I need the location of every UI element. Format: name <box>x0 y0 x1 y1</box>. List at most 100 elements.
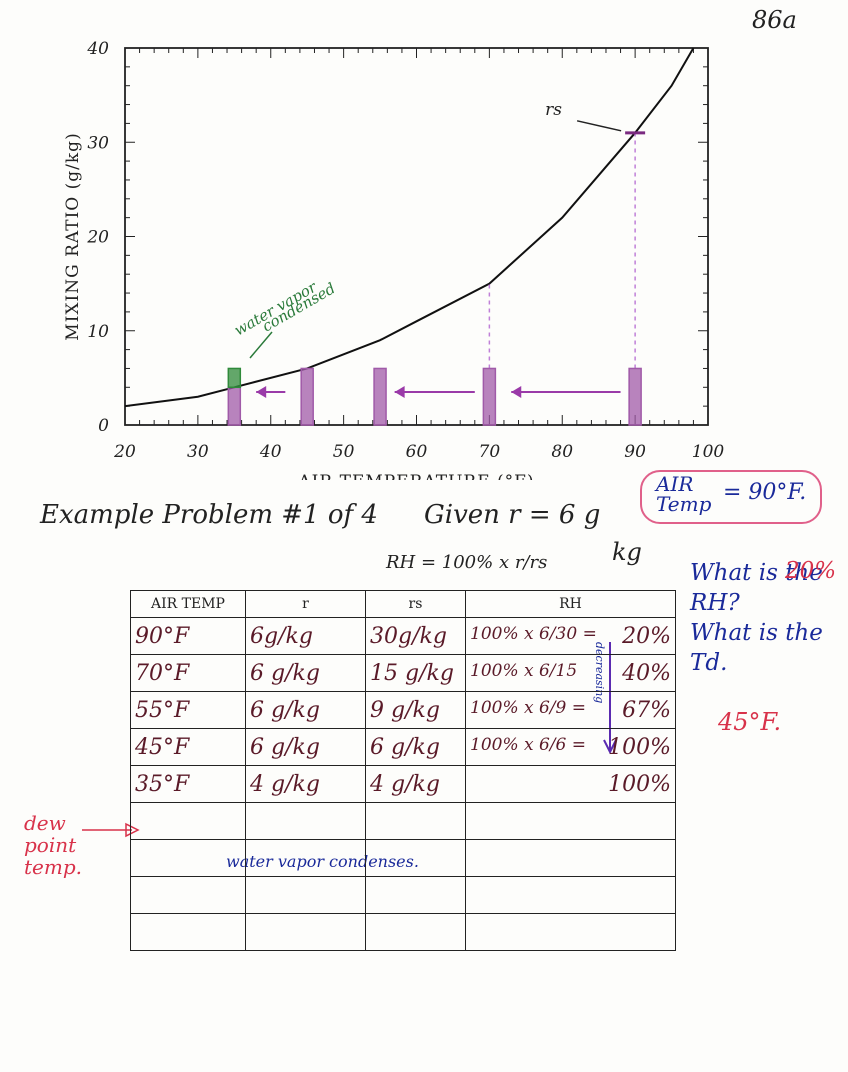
cell-rh <box>465 913 676 951</box>
cell-rs: 6 g/kg <box>365 728 466 766</box>
page-number: 86a <box>752 6 797 34</box>
condensed-pointer <box>249 331 273 359</box>
cell-rh-expression: 100% x 6/9 = <box>470 697 587 718</box>
table-row: 55°F 6 g/kg 9 g/kg 100% x 6/9 = 67% <box>130 691 676 729</box>
cell-r: 6 g/kg <box>245 728 366 766</box>
cell-rh: 100% x 6/9 = 67% <box>465 691 676 729</box>
table-row: 45°F 6 g/kg 6 g/kg 100% x 6/6 = 100% <box>130 728 676 766</box>
cell-temp: 45°F <box>130 728 246 766</box>
cell-rh-expression: 100% x 6/6 = <box>470 734 587 755</box>
air-temp-callout <box>640 470 822 524</box>
y-tick-label: 0 <box>98 416 109 436</box>
cell-rh-value: 40% <box>622 660 671 686</box>
cell-rh <box>465 839 676 877</box>
cell-rs: 30g/kg <box>365 617 466 655</box>
cooling-arrowhead <box>394 386 405 399</box>
cell-r: 6g/kg <box>245 617 366 655</box>
x-tick-label: 90 <box>624 442 646 462</box>
cell-rh-expression: 100% x 6/15 <box>470 660 578 681</box>
rh-question-text: What is the RH? <box>690 560 823 616</box>
table-row: 35°F 4 g/kg 4 g/kg 100% <box>130 765 676 803</box>
example-title: Example Problem #1 of 4 <box>40 500 378 530</box>
y-axis-label: MIXING RATIO (g/kg) <box>63 132 83 340</box>
y-tick-label: 10 <box>87 322 109 342</box>
rh-answer: 20% <box>785 558 837 584</box>
y-tick-label: 20 <box>86 228 109 248</box>
cell-temp <box>130 802 246 840</box>
td-answer: 45°F. <box>718 708 782 736</box>
table-row: 90°F 6g/kg 30g/kg 100% x 6/30 = 20% <box>130 617 676 655</box>
cell-temp: 70°F <box>130 654 246 692</box>
cell-r <box>245 913 366 951</box>
cell-rs <box>365 802 466 840</box>
cell-rh: 100% x 6/6 = 100% <box>465 728 676 766</box>
cell-temp: 90°F <box>130 617 246 655</box>
vapor-bar <box>373 367 387 426</box>
cell-rh: 100% x 6/15 40% <box>465 654 676 692</box>
mixing-ratio-chart: 20 30 40 50 60 70 80 90 100 0 10 20 30 40 AIR TEMPERAT… <box>63 39 725 480</box>
air-temp-value: = 90°F. <box>723 480 807 505</box>
cell-temp <box>130 913 246 951</box>
x-tick-label: 30 <box>187 442 209 462</box>
vapor-bar <box>227 386 242 426</box>
cell-rh-expression: 100% x 6/30 = <box>470 623 597 644</box>
cell-rs <box>365 876 466 914</box>
cell-temp <box>130 839 246 877</box>
cell-rh <box>465 802 676 840</box>
x-axis-label: AIR TEMPERATURE (°F) <box>297 472 534 480</box>
cell-rh-value: 100% <box>608 771 671 797</box>
x-tick-label: 60 <box>406 442 428 462</box>
vapor-bar <box>300 367 314 426</box>
table-row <box>130 876 676 914</box>
x-tick-label: 40 <box>259 442 282 462</box>
y-tick-label: 30 <box>87 133 109 153</box>
header-rs: rs <box>365 590 466 618</box>
cell-r: 6 g/kg <box>245 691 366 729</box>
vapor-bar <box>227 367 242 389</box>
cooling-arrowhead <box>511 386 522 399</box>
cell-temp: 35°F <box>130 765 246 803</box>
rh-question: What is the RH? What is the Td. <box>690 558 840 678</box>
cell-rh-value: 20% <box>622 623 671 649</box>
cell-temp: 55°F <box>130 691 246 729</box>
dew-point-note: dew point temp. <box>24 811 82 879</box>
rs-label: rs <box>545 100 562 120</box>
cell-r <box>245 876 366 914</box>
table-body: 90°F 6g/kg 30g/kg 100% x 6/30 = 20% 70°F 6 g/k… <box>130 617 676 951</box>
given-value: Given r = 6 g <box>424 500 601 530</box>
cell-rh <box>465 876 676 914</box>
given-unit: kg <box>612 538 642 566</box>
table-row <box>130 839 676 877</box>
rs-pointer <box>576 120 622 132</box>
cooling-arrowhead <box>256 386 267 399</box>
problem-table: AIR TEMP r rs RH 90°F 6g/kg 30g/kg 100% x 6… <box>130 590 676 951</box>
cell-rh: 100% <box>465 765 676 803</box>
cell-rh-value: 67% <box>622 697 671 723</box>
td-question-text: What is the Td. <box>690 620 823 676</box>
saturation-curve <box>124 47 695 408</box>
x-tick-label: 20 <box>113 442 136 462</box>
plot-frame <box>124 47 709 426</box>
x-tick-label: 80 <box>551 442 573 462</box>
x-tick-label: 100 <box>692 442 725 462</box>
x-tick-label: 70 <box>479 442 501 462</box>
cell-rs <box>365 839 466 877</box>
table-row <box>130 802 676 840</box>
cell-rh: 100% x 6/30 = 20% <box>465 617 676 655</box>
y-tick-label: 40 <box>86 39 109 59</box>
rh-formula: RH = 100% x r/rs <box>386 552 548 573</box>
cell-r: 4 g/kg <box>245 765 366 803</box>
table-row <box>130 913 676 951</box>
x-tick-label: 50 <box>333 442 355 462</box>
header-rh: RH <box>465 590 676 618</box>
cell-r <box>245 802 366 840</box>
header-air-temp: AIR TEMP <box>130 590 246 618</box>
cell-rs <box>365 913 466 951</box>
vapor-bar <box>482 367 497 426</box>
header-r: r <box>245 590 366 618</box>
cell-r <box>245 839 366 877</box>
table-header-row: AIR TEMP r rs RH <box>130 590 676 618</box>
cell-rs: 15 g/kg <box>365 654 466 692</box>
cell-rh-value: 100% <box>608 734 671 760</box>
cell-rs: 9 g/kg <box>365 691 466 729</box>
